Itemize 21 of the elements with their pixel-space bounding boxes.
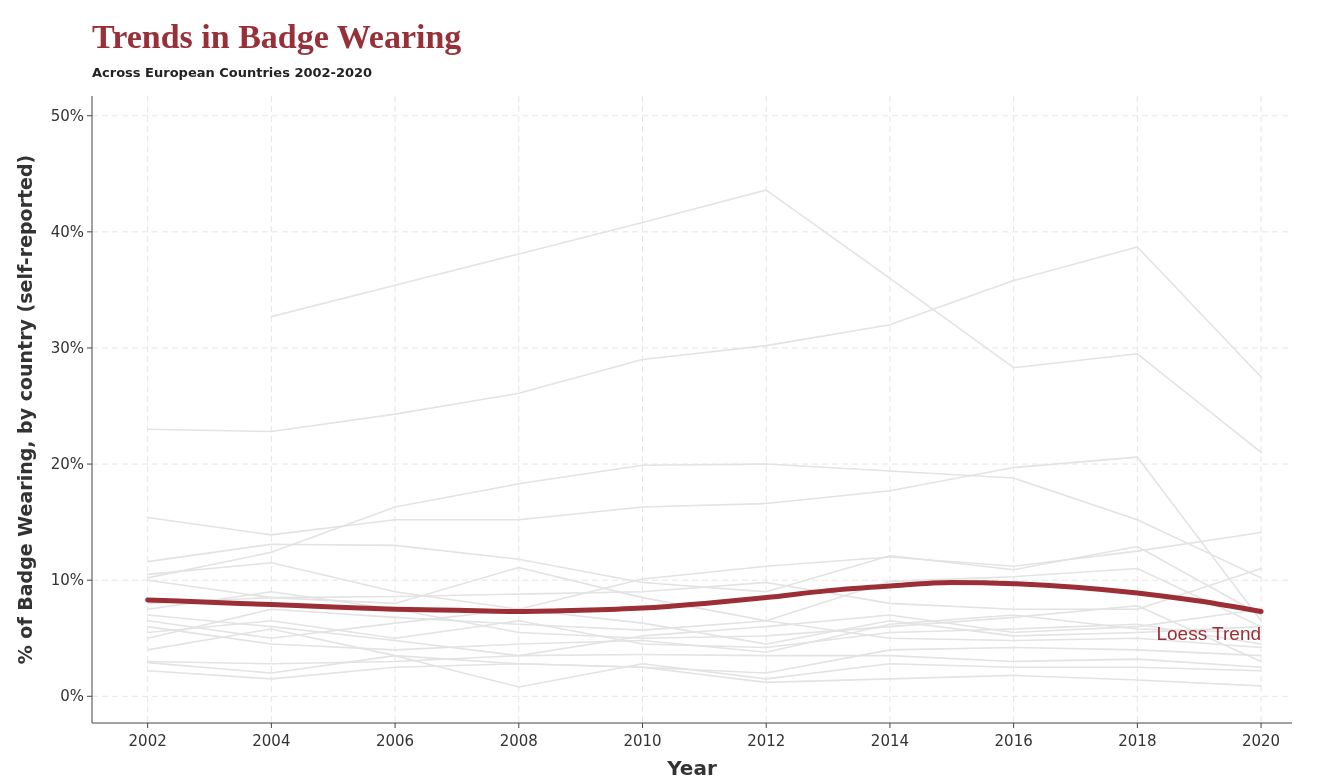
y-tick-label: 0%	[60, 687, 84, 706]
series-label: Loess Trend	[1156, 622, 1262, 644]
chart-title: Trends in Badge Wearing	[92, 18, 462, 55]
y-tick-label: 40%	[50, 222, 84, 241]
x-tick-label: 2012	[747, 732, 786, 750]
y-tick-label: 30%	[50, 338, 84, 357]
x-tick-label: 2020	[1241, 732, 1281, 750]
y-tick-label: 50%	[50, 106, 84, 125]
y-tick-label: 20%	[50, 455, 84, 474]
y-axis-title: % of Badge Wearing, by country (self-reported)	[14, 154, 36, 665]
x-axis-title: Year	[666, 756, 717, 778]
y-tick-label: 10%	[50, 571, 84, 590]
x-tick-label: 2014	[870, 732, 910, 750]
x-tick-label: 2008	[499, 732, 538, 750]
x-tick-label: 2016	[994, 732, 1033, 750]
x-tick-label: 2006	[376, 732, 415, 750]
x-tick-label: 2002	[128, 732, 167, 750]
x-tick-label: 2010	[623, 732, 662, 750]
chart-subtitle: Across European Countries 2002-2020	[92, 65, 373, 80]
x-tick-label: 2018	[1118, 732, 1157, 750]
x-tick-label: 2004	[252, 732, 291, 750]
